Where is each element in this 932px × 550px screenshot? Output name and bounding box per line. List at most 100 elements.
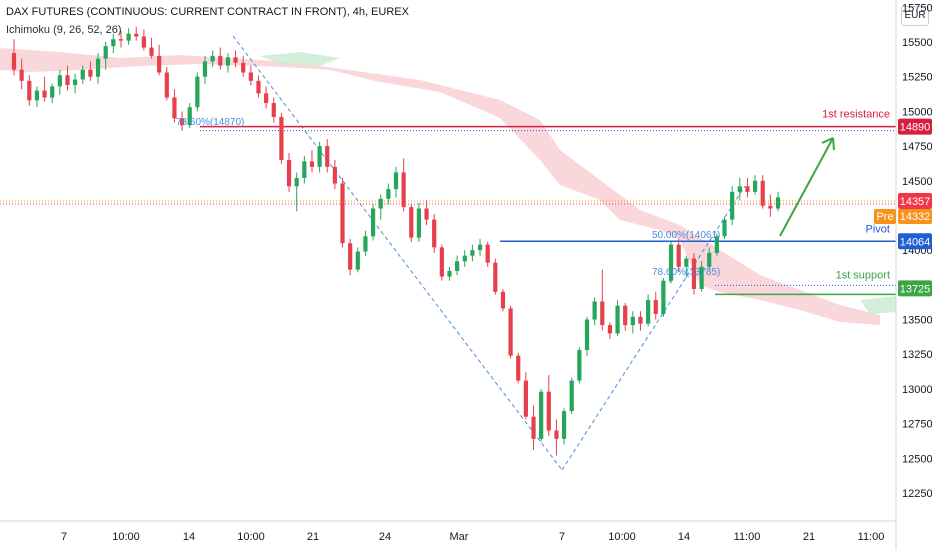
candle-body <box>493 262 498 292</box>
price-tick-label: 14750 <box>902 141 932 153</box>
pivot-label: Pivot <box>866 223 890 235</box>
candle-body <box>187 107 192 126</box>
candle <box>500 289 506 312</box>
price-tick-label: 13000 <box>902 384 932 396</box>
price-tick-label: 15000 <box>902 106 932 118</box>
candle <box>623 302 628 331</box>
candle-body <box>134 33 139 37</box>
candle-body <box>439 247 444 277</box>
candle <box>34 86 40 108</box>
candle <box>302 155 307 184</box>
candle-body <box>615 305 620 334</box>
candle <box>607 322 613 339</box>
candle <box>691 252 697 295</box>
candle <box>294 172 299 212</box>
candle-body <box>164 72 169 98</box>
candle <box>271 97 276 123</box>
candle <box>210 50 215 67</box>
time-tick-label: 10:00 <box>237 531 265 543</box>
candle <box>768 194 773 217</box>
price-badges: 14890 14064 13725 14357 Pre 14332 <box>874 118 932 297</box>
candle-body <box>340 183 345 244</box>
projection-arrow <box>779 137 834 237</box>
candle <box>416 202 422 242</box>
candle-body <box>577 350 582 381</box>
candle-body <box>386 189 391 199</box>
candle <box>378 194 383 220</box>
candle-body <box>561 411 567 439</box>
candle <box>218 47 223 70</box>
chart-title: DAX FUTURES (CONTINUOUS: CURRENT CONTRAC… <box>6 6 409 18</box>
candle-body <box>141 36 146 48</box>
candle-body <box>256 80 261 94</box>
candle <box>279 112 284 165</box>
cloud-bullish-area <box>860 296 896 314</box>
candle-body <box>42 90 47 98</box>
candle-body <box>707 252 712 267</box>
candle <box>615 300 620 337</box>
resistance-price-badge: 14890 <box>898 118 932 135</box>
candle <box>363 230 368 256</box>
candle <box>462 250 467 267</box>
candle-body <box>210 55 215 62</box>
candle-body <box>325 146 330 167</box>
candle-body <box>676 244 681 267</box>
candle <box>340 177 345 248</box>
time-tick-label: 10:00 <box>112 531 140 543</box>
candle-body <box>569 380 574 412</box>
indicator-legend[interactable]: Ichimoku (9, 26, 52, 26) <box>6 24 122 36</box>
candle <box>737 177 742 201</box>
candle <box>264 86 269 109</box>
candle <box>126 28 131 45</box>
candle <box>424 200 429 226</box>
candle <box>561 408 567 445</box>
candle-body <box>73 79 78 86</box>
candle <box>722 216 727 240</box>
candle <box>179 111 185 131</box>
price-tick-label: 12250 <box>902 488 932 500</box>
currency-selector[interactable]: EUR <box>901 6 929 26</box>
candle-body <box>646 300 651 324</box>
candle <box>455 255 460 276</box>
candle <box>707 247 712 270</box>
candle-body <box>317 146 322 167</box>
candle <box>370 204 376 241</box>
candle-body <box>584 319 590 351</box>
candle-body <box>363 236 368 252</box>
candle-body <box>233 57 238 63</box>
candle-body <box>111 39 116 47</box>
candle <box>386 183 391 205</box>
resistance-label: 1st resistance <box>822 109 890 121</box>
candle-body <box>34 90 40 101</box>
candle <box>432 214 437 253</box>
candle-body <box>248 72 253 81</box>
candle-body <box>722 219 727 237</box>
candle <box>584 316 590 356</box>
candle-body <box>202 61 208 77</box>
candle-body <box>623 305 628 326</box>
candle <box>539 388 544 442</box>
candle <box>401 158 406 212</box>
candle <box>661 277 666 317</box>
last-price-badge: 14357 <box>898 193 932 209</box>
svg-text:14332: 14332 <box>900 211 931 223</box>
candle <box>256 75 261 98</box>
candle-body <box>630 316 635 326</box>
fib-label-mid: 50.00%(14061) <box>652 230 720 241</box>
fib-label-top: 78.60%(14870) <box>176 117 244 128</box>
candle <box>57 69 62 95</box>
candle-body <box>539 391 544 439</box>
candle <box>775 191 781 212</box>
candle <box>714 233 719 256</box>
candle <box>355 247 360 273</box>
candle <box>752 175 758 195</box>
candle-body <box>19 69 24 81</box>
candle-body <box>745 186 750 192</box>
cloud-bullish-area <box>260 52 340 66</box>
candle <box>325 139 330 173</box>
candle-body <box>516 355 521 381</box>
candle-body <box>775 197 781 209</box>
projection-arrowhead <box>821 137 835 151</box>
candle <box>554 419 559 456</box>
